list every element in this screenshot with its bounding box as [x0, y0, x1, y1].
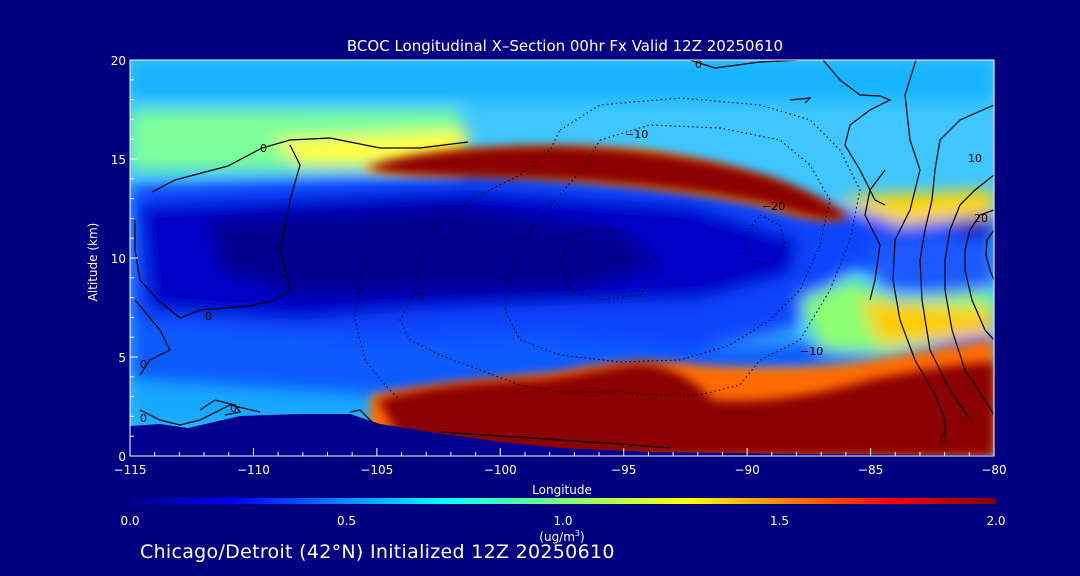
contour-label: 0	[260, 142, 267, 155]
contour-label: −10	[625, 128, 648, 141]
y-tick-label: 0	[118, 450, 126, 464]
x-tick-label: −105	[360, 463, 393, 477]
contour-label: 20	[974, 212, 988, 225]
contour-label: −10	[800, 345, 823, 358]
colorbar-tick-label: 1.0	[553, 514, 572, 528]
x-tick-label: −90	[734, 463, 759, 477]
x-tick-label: −110	[237, 463, 270, 477]
x-tick-label: −85	[858, 463, 883, 477]
x-axis-label: Longitude	[532, 483, 592, 497]
x-tick-label: −100	[484, 463, 517, 477]
contour-lines-dotted	[354, 97, 861, 401]
contour-label: 0	[418, 290, 425, 303]
y-tick-label: 5	[118, 351, 126, 365]
heatmap-field: 0 0 0 0 0 0 0 0 −10 −20 −10 10 20	[130, 58, 994, 456]
contour-labels: 0 0 0 0 0 0 0 0 −10 −20 −10 10 20	[140, 58, 988, 445]
contour-label: 0	[140, 358, 147, 371]
colorbar	[130, 498, 996, 504]
colorbar-tick-label: 1.5	[770, 514, 789, 528]
footer-caption: Chicago/Detroit (42°N) Initialized 12Z 2…	[140, 541, 615, 563]
colorbar-tick-label: 0.0	[120, 514, 139, 528]
contour-label: 0	[205, 310, 212, 323]
chart-title: BCOC Longitudinal X–Section 00hr Fx Vali…	[347, 37, 783, 55]
x-tick-label: −115	[114, 463, 147, 477]
contour-label: 0	[695, 58, 702, 71]
y-tick-label: 10	[111, 252, 126, 266]
y-tick-label: 20	[111, 54, 126, 68]
y-axis: 0 5 10 15 20	[111, 54, 138, 464]
y-tick-label: 15	[111, 153, 126, 167]
contour-label: 0	[940, 432, 947, 445]
y-axis-label: Altitude (km)	[86, 223, 100, 302]
colorbar-tick-label: 2.0	[986, 514, 1005, 528]
contour-lines	[134, 60, 994, 449]
x-tick-label: −95	[611, 463, 636, 477]
terrain	[130, 414, 994, 456]
contour-label: 10	[968, 152, 982, 165]
colorbar-ticks: 0.0 0.5 1.0 1.5 2.0	[120, 514, 1005, 528]
contour-label: −20	[762, 200, 785, 213]
colorbar-unit: (ug/m3)	[539, 529, 584, 544]
x-axis: −115 −110 −105 −100 −95 −90 −85 −80	[114, 448, 1007, 477]
x-tick-label: −80	[981, 463, 1006, 477]
contour-label: 0	[230, 402, 237, 415]
contour-label: 0	[140, 412, 147, 425]
colorbar-tick-label: 0.5	[337, 514, 356, 528]
